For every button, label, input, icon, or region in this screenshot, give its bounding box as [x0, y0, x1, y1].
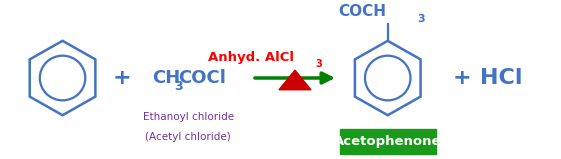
Text: Acetophenone: Acetophenone — [334, 135, 442, 148]
Text: 3: 3 — [174, 80, 183, 93]
Text: Ethanoyl chloride: Ethanoyl chloride — [142, 112, 234, 122]
Text: COCl: COCl — [178, 69, 226, 87]
Text: +: + — [452, 68, 471, 88]
Text: COCH: COCH — [339, 4, 387, 19]
FancyBboxPatch shape — [340, 129, 435, 154]
Text: CH: CH — [153, 69, 181, 87]
Text: 3: 3 — [315, 59, 321, 69]
Text: (Acetyl chloride): (Acetyl chloride) — [145, 132, 231, 142]
Text: +: + — [113, 68, 132, 88]
Polygon shape — [279, 70, 311, 90]
Text: Anhyd. AlCl: Anhyd. AlCl — [208, 51, 294, 64]
Text: 3: 3 — [417, 14, 425, 24]
Text: HCl: HCl — [480, 68, 523, 88]
